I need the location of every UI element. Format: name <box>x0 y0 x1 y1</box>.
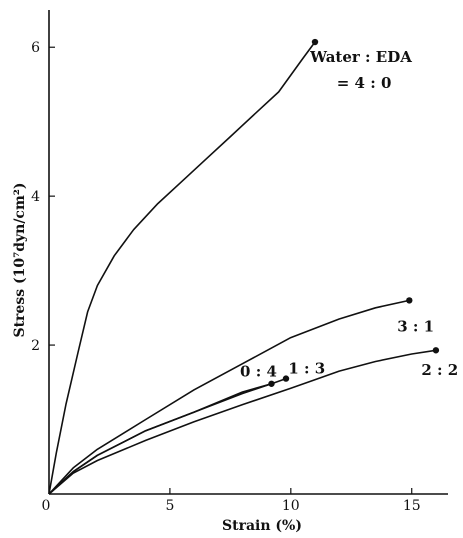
x-axis-title: Strain (%) <box>222 518 302 534</box>
series-label: 3 : 1 <box>397 318 434 336</box>
series-group <box>48 38 440 495</box>
series-label: = 4 : 0 <box>337 74 392 92</box>
x-tick-label: 5 <box>165 498 174 514</box>
y-tick-label: 4 <box>31 189 40 205</box>
x-tick-label: 0 <box>42 498 51 514</box>
series-end-marker <box>268 380 275 387</box>
y-axis-title: Stress (10⁷dyn/cm²) <box>12 182 28 337</box>
series-end-marker <box>406 297 413 304</box>
x-tick-label: 15 <box>403 498 421 514</box>
series-line <box>48 383 272 495</box>
series-label: 0 : 4 <box>240 362 277 380</box>
x-tick-label: 10 <box>282 498 300 514</box>
plot-frame <box>48 10 448 495</box>
series-end-marker <box>432 347 440 354</box>
series-end-marker <box>311 38 319 46</box>
series-line <box>48 349 437 495</box>
y-tick-label: 6 <box>31 40 40 56</box>
series-line <box>48 41 316 495</box>
legend-title: Water : EDA <box>309 48 412 66</box>
y-tick-label: 2 <box>31 338 40 354</box>
series-label: 1 : 3 <box>288 359 325 377</box>
series-line <box>48 299 410 495</box>
series-end-marker <box>282 375 290 382</box>
series-line <box>48 377 287 495</box>
series-labels: = 4 : 0 3 : 1 2 : 2 1 : 3 0 : 4 Water : EDA <box>240 48 458 380</box>
axis-ticks: 0 5 10 15 2 4 6 <box>31 40 421 514</box>
series-label: 2 : 2 <box>421 361 458 379</box>
